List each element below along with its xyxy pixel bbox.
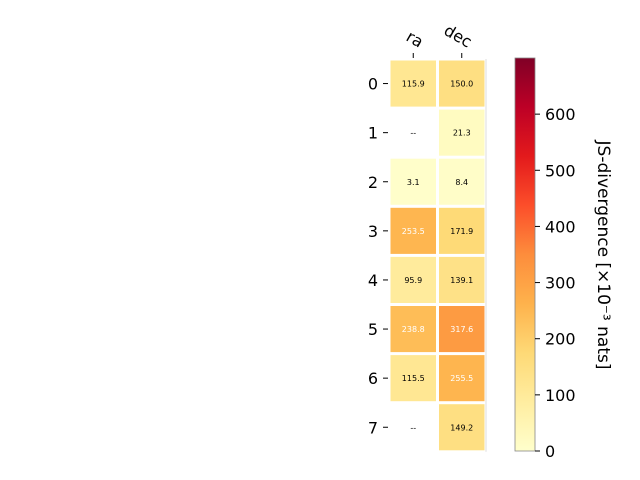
row-tick-label: 3 (368, 222, 378, 241)
cell-value-label: -- (410, 129, 416, 138)
column-labels: ra dec (403, 21, 475, 58)
column-tick-label: ra (403, 27, 427, 52)
colorbar: 0 100 200 300 400 500 600 (514, 57, 576, 461)
row-tick-label: 2 (368, 173, 378, 192)
cell-value-label: 238.8 (402, 325, 425, 334)
cell-value-label: 139.1 (450, 276, 473, 285)
colorbar-tick-label: 100 (545, 386, 576, 405)
cell-value-label: 21.3 (453, 129, 471, 138)
cell-value-label: 3.1 (407, 178, 420, 187)
cell-value-label: 317.6 (450, 325, 473, 334)
colorbar-label: JS-divergence [×10⁻³ nats] (593, 140, 613, 370)
colorbar-gradient (514, 57, 536, 452)
cell-value-label: 115.5 (402, 374, 425, 383)
heatmap-cell (390, 158, 436, 205)
row-tick-label: 4 (368, 271, 378, 290)
heatmap-cell (390, 60, 436, 107)
heatmap-cell (439, 158, 485, 205)
row-tick-label: 1 (368, 124, 378, 143)
colorbar-tick-label: 300 (545, 274, 576, 293)
heatmap-cell (439, 207, 485, 254)
cell-value-label: 8.4 (455, 178, 468, 187)
cell-value-label: 149.2 (450, 423, 473, 432)
cell-value-label: 171.9 (450, 227, 473, 236)
row-tick-label: 5 (368, 320, 378, 339)
cell-value-label: -- (410, 423, 416, 432)
cell-value-label: 253.5 (402, 227, 425, 236)
heatmap-cell (390, 109, 436, 156)
heatmap-cell (439, 60, 485, 107)
heatmap-cell (439, 404, 485, 451)
cell-value-label: 95.9 (404, 276, 422, 285)
heatmap-cell (390, 256, 436, 303)
heatmap-cell (390, 207, 436, 254)
colorbar-tick-label: 0 (545, 442, 555, 461)
row-tick-label: 7 (368, 418, 378, 437)
heatmap-cell (439, 306, 485, 353)
cell-value-label: 255.5 (450, 374, 473, 383)
row-tick-label: 0 (368, 75, 378, 94)
colorbar-tick-label: 200 (545, 330, 576, 349)
heatmap-cell (439, 256, 485, 303)
heatmap-cell (390, 404, 436, 451)
heatmap-cell (390, 355, 436, 402)
cell-value-label: 115.9 (402, 80, 425, 89)
heatmap-cell (390, 306, 436, 353)
heatmap-cell (439, 109, 485, 156)
heatmap-cells: 115.9 150.0 -- 21.3 3.1 8.4 253.5 171.9 95.9 139.… (390, 59, 487, 452)
colorbar-tick-label: 400 (545, 217, 576, 236)
row-tick-label: 6 (368, 369, 378, 388)
row-labels: 0 1 2 3 4 5 6 7 (368, 75, 388, 437)
heatmap-cell (439, 355, 485, 402)
cell-value-label: 150.0 (450, 80, 473, 89)
colorbar-tick-label: 600 (545, 105, 576, 124)
column-tick-label: dec (441, 21, 475, 52)
colorbar-tick-label: 500 (545, 161, 576, 180)
